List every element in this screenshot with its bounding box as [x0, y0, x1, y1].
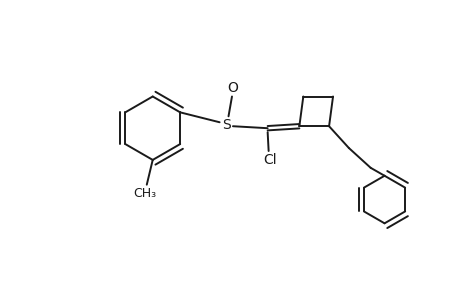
Text: O: O	[227, 81, 238, 94]
Text: CH₃: CH₃	[133, 187, 156, 200]
Text: S: S	[221, 118, 230, 132]
Text: Cl: Cl	[262, 153, 276, 167]
